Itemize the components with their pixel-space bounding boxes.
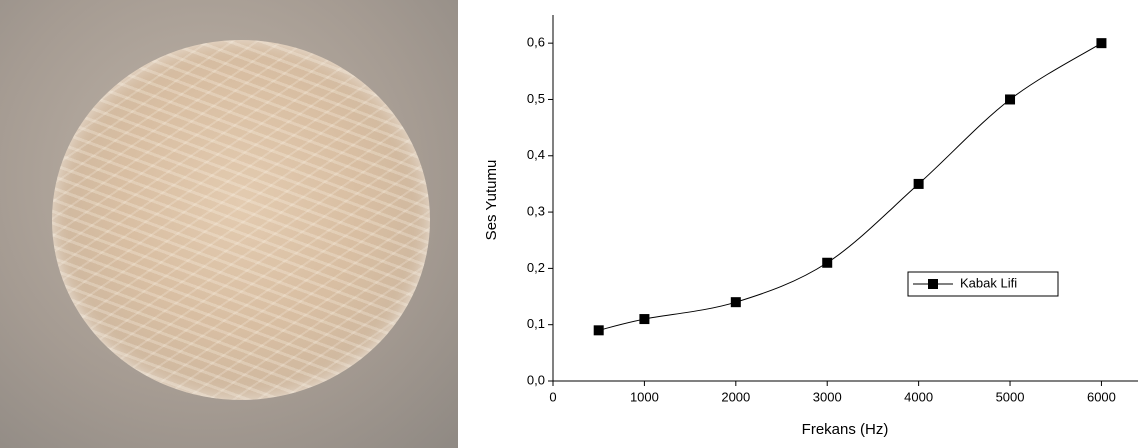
marker: [822, 258, 832, 268]
y-tick-label: 0,1: [527, 316, 545, 331]
x-tick-label: 0: [549, 389, 556, 404]
marker: [639, 314, 649, 324]
marker: [1005, 94, 1015, 104]
y-axis-label: Ses Yutumu: [483, 160, 500, 241]
marker: [731, 297, 741, 307]
x-tick-label: 1000: [630, 389, 659, 404]
page: Frekans (Hz) Ses Yutumu 0 1000 2000 3000 400…: [0, 0, 1143, 448]
marker: [1096, 38, 1106, 48]
x-axis-label: Frekans (Hz): [802, 421, 889, 438]
y-tick-label: 0,6: [527, 35, 545, 50]
y-tick-label: 0,5: [527, 91, 545, 106]
marker: [914, 179, 924, 189]
x-tick-label: 5000: [996, 389, 1025, 404]
x-tick-label: 4000: [904, 389, 933, 404]
legend-marker: [928, 279, 938, 289]
legend-label: Kabak Lifi: [960, 275, 1017, 290]
y-tick-label: 0,4: [527, 147, 545, 162]
y-tick-label: 0,2: [527, 260, 545, 275]
chart: Frekans (Hz) Ses Yutumu 0 1000 2000 3000 400…: [0, 0, 1143, 448]
x-tick-label: 2000: [721, 389, 750, 404]
x-tick-label: 3000: [813, 389, 842, 404]
marker: [594, 325, 604, 335]
x-tick-label: 6000: [1087, 389, 1116, 404]
y-tick-label: 0,0: [527, 372, 545, 387]
y-tick-label: 0,3: [527, 204, 545, 219]
